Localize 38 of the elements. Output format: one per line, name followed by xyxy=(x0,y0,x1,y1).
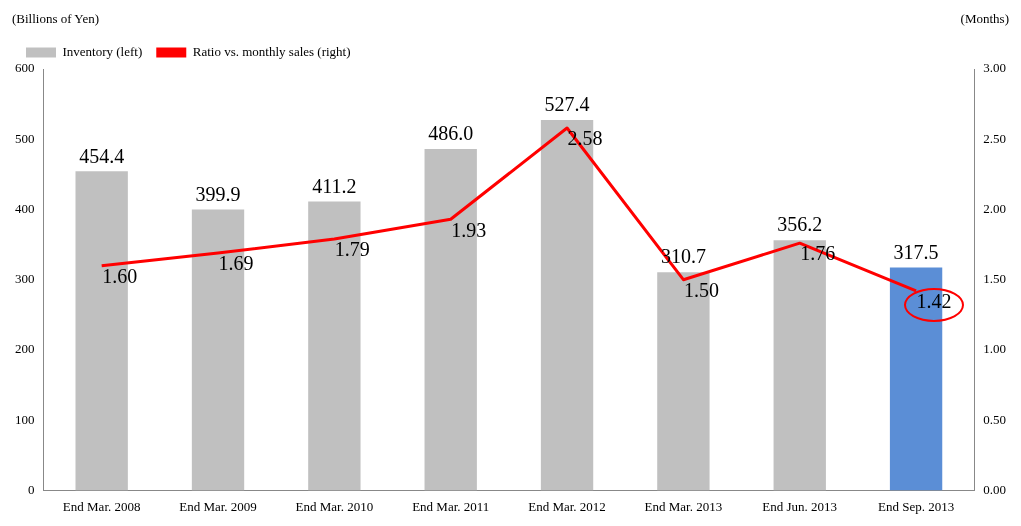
y2-tick-label: 2.50 xyxy=(983,130,1006,146)
y2-axis-title: (Months) xyxy=(960,10,1009,26)
x-tick-label: End Mar. 2011 xyxy=(412,498,490,514)
y2-tick-label: 0.00 xyxy=(983,481,1006,497)
data-label: 317.5 xyxy=(893,240,939,263)
data-label: 1.93 xyxy=(451,218,487,241)
data-label: 356.2 xyxy=(777,213,823,236)
y-tick-label: 600 xyxy=(15,60,35,76)
data-label: 454.4 xyxy=(79,144,125,167)
y2-tick-label: 0.50 xyxy=(983,411,1006,427)
y-tick-label: 100 xyxy=(15,411,35,427)
y2-tick-label: 1.00 xyxy=(983,341,1006,357)
x-tick-label: End Sep. 2013 xyxy=(877,498,955,514)
data-label: 1.50 xyxy=(683,278,719,301)
y-tick-label: 500 xyxy=(15,130,35,146)
y-tick-label: 300 xyxy=(15,271,35,287)
data-label: 411.2 xyxy=(312,174,357,197)
legend-label: Ratio vs. monthly sales (right) xyxy=(192,43,351,59)
data-label: 486.0 xyxy=(428,122,474,145)
x-tick-label: End Mar. 2009 xyxy=(179,498,257,514)
data-label: 1.69 xyxy=(218,252,254,275)
y-tick-label: 0 xyxy=(28,481,35,497)
x-tick-label: End Jun. 2013 xyxy=(762,498,838,514)
y-axis-title: (Billions of Yen) xyxy=(12,10,100,26)
data-label: 1.79 xyxy=(334,238,370,261)
x-tick-label: End Mar. 2010 xyxy=(295,498,374,514)
x-tick-label: End Mar. 2008 xyxy=(62,498,141,514)
x-tick-label: End Mar. 2012 xyxy=(528,498,606,514)
legend-label: Inventory (left) xyxy=(62,43,143,59)
y-tick-label: 400 xyxy=(15,200,35,216)
y2-tick-label: 2.00 xyxy=(983,200,1006,216)
y2-tick-label: 3.00 xyxy=(983,60,1006,76)
data-label: 1.60 xyxy=(102,264,138,287)
data-label: 399.9 xyxy=(195,182,241,205)
y2-tick-label: 1.50 xyxy=(983,271,1006,287)
y-tick-label: 200 xyxy=(15,341,35,357)
data-label: 527.4 xyxy=(544,93,590,116)
x-tick-label: End Mar. 2013 xyxy=(644,498,723,514)
